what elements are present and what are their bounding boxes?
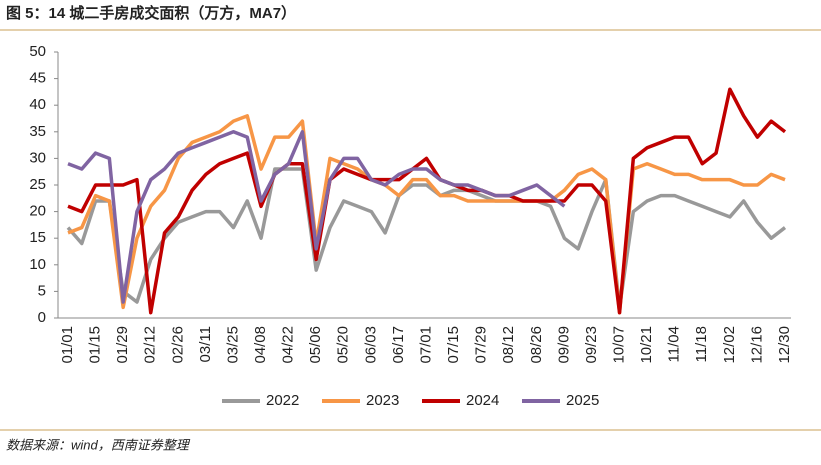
x-tick-label: 11/18 (693, 326, 710, 362)
x-tick-label: 10/07 (611, 326, 628, 364)
y-tick-label: 10 (29, 256, 46, 273)
line-series (67, 114, 786, 315)
y-tick-label: 30 (29, 149, 46, 166)
line-series (66, 167, 787, 310)
x-tick-label: 05/06 (307, 326, 324, 364)
x-tick-label: 04/08 (252, 326, 269, 364)
y-tick-label: 50 (29, 43, 46, 60)
x-tick-label: 10/21 (638, 326, 655, 364)
x-tick-label: 03/11 (197, 326, 214, 362)
x-tick-label: 06/03 (362, 326, 379, 364)
x-tick-label: 07/29 (473, 326, 490, 364)
x-tick-label: 08/26 (528, 326, 545, 364)
y-tick-label: 15 (29, 229, 46, 246)
legend-label: 2025 (566, 392, 599, 409)
x-tick-label: 11/04 (666, 326, 683, 362)
x-tick-label: 02/12 (142, 326, 159, 364)
x-tick-label: 03/25 (224, 326, 241, 364)
legend-label: 2022 (266, 392, 299, 409)
x-tick-label: 01/01 (59, 326, 76, 364)
x-tick-label: 12/16 (748, 326, 765, 364)
chart-title: 图 5：14 城二手房成交面积（万方，MA7） (6, 4, 296, 22)
y-tick-label: 35 (29, 123, 46, 140)
legend-label: 2024 (466, 392, 499, 409)
x-tick-label: 12/30 (776, 326, 793, 364)
legend-label: 2023 (366, 392, 399, 409)
line-series (67, 130, 566, 304)
y-tick-label: 45 (29, 70, 46, 87)
x-tick-label: 09/23 (583, 326, 600, 364)
x-tick-label: 12/02 (721, 326, 738, 364)
x-tick-label: 07/15 (445, 326, 462, 364)
y-tick-label: 20 (29, 203, 46, 220)
y-tick-label: 25 (29, 176, 46, 193)
source: 数据来源：wind，西南证券整理 (6, 437, 191, 452)
x-tick-label: 07/01 (417, 326, 434, 364)
x-tick-label: 08/12 (500, 326, 517, 364)
line-series (67, 87, 787, 315)
x-tick-label: 02/26 (169, 326, 186, 364)
x-tick-label: 06/17 (390, 326, 407, 364)
x-tick-label: 01/15 (87, 326, 104, 364)
x-tick-label: 05/20 (335, 326, 352, 364)
y-tick-label: 40 (29, 96, 46, 113)
y-tick-label: 0 (38, 309, 46, 326)
y-tick-label: 5 (38, 282, 46, 299)
x-tick-label: 01/29 (114, 326, 131, 364)
x-tick-label: 09/09 (555, 326, 572, 364)
x-tick-label: 04/22 (280, 326, 297, 364)
